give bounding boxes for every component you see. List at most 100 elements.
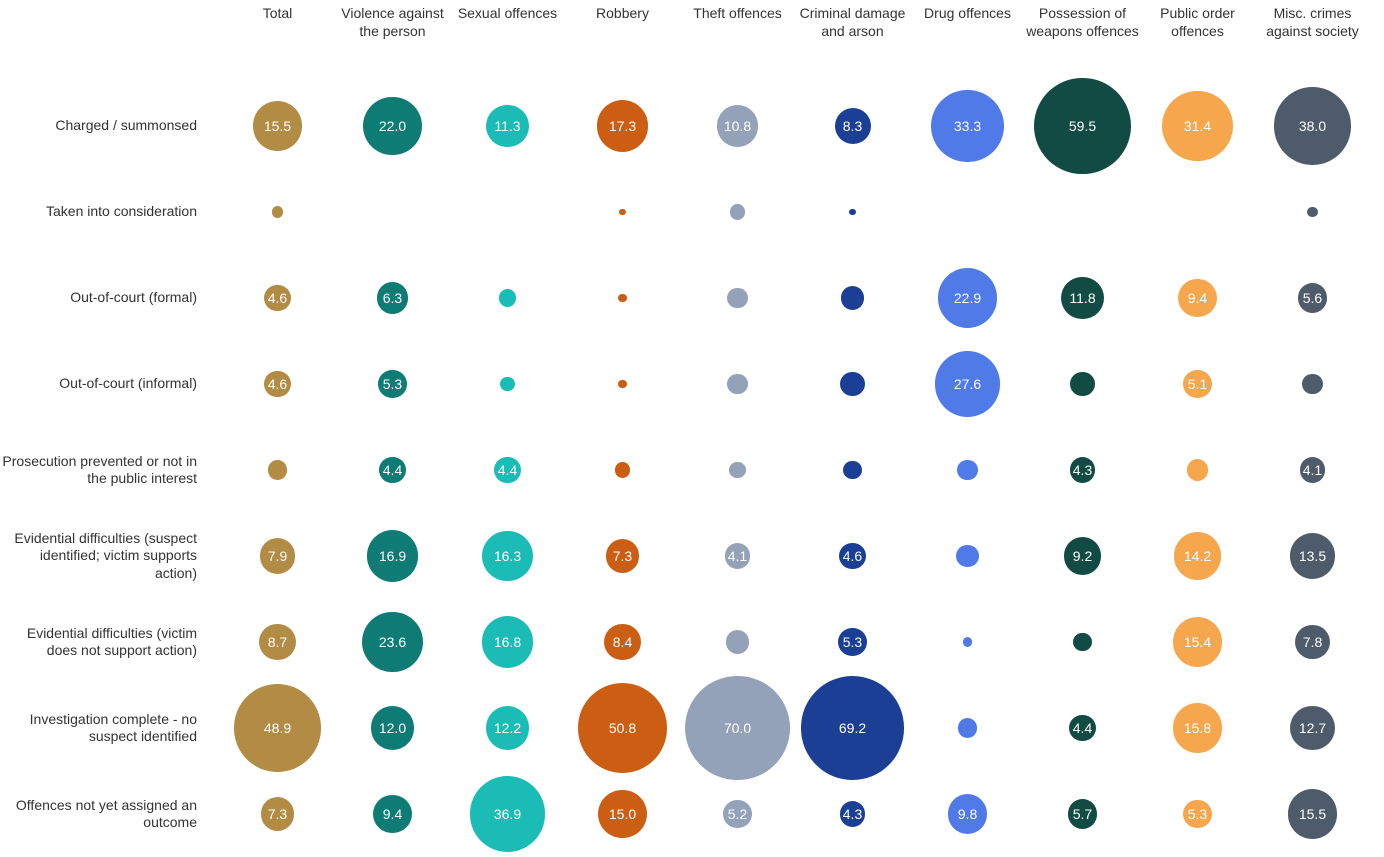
bubble-cell: 4.6 [795, 513, 910, 599]
bubble-value: 9.4 [383, 807, 402, 821]
bubble-cell: 7.9 [220, 513, 335, 599]
bubble-cell: 5.3 [795, 599, 910, 685]
bubble [1070, 372, 1095, 397]
row-label: Evidential difficulties (victim does not… [0, 599, 205, 685]
bubble-cell [910, 599, 1025, 685]
bubble-value: 22.0 [379, 119, 406, 133]
bubble-cell: 9.8 [910, 771, 1025, 857]
bubble [843, 461, 862, 480]
bubble-cell [565, 255, 680, 341]
bubble: 15.5 [1288, 789, 1337, 838]
bubble [1187, 459, 1208, 480]
bubble-value: 5.7 [1073, 807, 1092, 821]
bubble-value: 15.5 [1299, 807, 1326, 821]
bubble-cell: 16.3 [450, 513, 565, 599]
bubble-cell: 14.2 [1140, 513, 1255, 599]
bubble-cell: 9.4 [335, 771, 450, 857]
bubble-value: 33.3 [954, 119, 981, 133]
bubble-value: 9.4 [1188, 291, 1207, 305]
bubble-cell: 15.0 [565, 771, 680, 857]
bubble-value: 5.1 [1188, 377, 1207, 391]
bubble-value: 4.3 [843, 807, 862, 821]
bubble-cell [450, 255, 565, 341]
bubble: 50.8 [578, 683, 667, 772]
bubble [268, 460, 288, 480]
bubble-cell [450, 341, 565, 427]
bubble [730, 204, 745, 219]
column-header: Drug offences [910, 5, 1025, 75]
bubble [1307, 207, 1317, 217]
bubble-cell: 9.2 [1025, 513, 1140, 599]
bubble [841, 286, 864, 309]
bubble-cell [1255, 169, 1370, 255]
row-label: Charged / summonsed [0, 83, 205, 169]
bubble-cell [680, 427, 795, 513]
bubble-value: 4.4 [498, 463, 517, 477]
bubble-cell [565, 169, 680, 255]
bubble-value: 7.8 [1303, 635, 1322, 649]
bubble-cell [910, 427, 1025, 513]
bubble-value: 5.6 [1303, 291, 1322, 305]
bubble: 4.4 [1069, 715, 1095, 741]
bubble: 10.8 [717, 105, 758, 146]
bubble: 23.6 [362, 612, 423, 673]
bubble [727, 374, 748, 395]
bubble-cell: 27.6 [910, 341, 1025, 427]
bubble-cell [565, 341, 680, 427]
bubble-cell [1255, 341, 1370, 427]
bubble: 4.6 [264, 371, 291, 398]
bubble-cell: 22.9 [910, 255, 1025, 341]
bubble: 7.9 [260, 538, 295, 573]
bubble-value: 14.2 [1184, 549, 1211, 563]
bubble-value: 70.0 [724, 721, 751, 735]
bubble-value: 4.4 [383, 463, 402, 477]
bubble: 4.3 [1070, 457, 1096, 483]
bubble-cell: 5.6 [1255, 255, 1370, 341]
bubble: 4.1 [725, 543, 750, 568]
bubble-value: 7.3 [613, 549, 632, 563]
bubble: 5.7 [1068, 799, 1098, 829]
bubble-value: 7.3 [268, 807, 287, 821]
bubble-cell: 5.3 [1140, 771, 1255, 857]
bubble: 4.3 [840, 801, 866, 827]
bubble-cell: 6.3 [335, 255, 450, 341]
bubble-cell: 16.8 [450, 599, 565, 685]
bubble-cell: 69.2 [795, 685, 910, 771]
row-label: Taken into consideration [0, 169, 205, 255]
bubble-cell: 50.8 [565, 685, 680, 771]
bubble-cell [680, 255, 795, 341]
bubble: 15.4 [1173, 617, 1222, 666]
bubble-value: 4.6 [843, 549, 862, 563]
bubble [499, 289, 517, 307]
bubble-cell: 22.0 [335, 83, 450, 169]
bubble: 8.7 [259, 624, 296, 661]
bubble-cell: 10.8 [680, 83, 795, 169]
bubble: 9.2 [1064, 537, 1102, 575]
bubble: 70.0 [685, 676, 790, 781]
row-label: Offences not yet assigned an outcome [0, 771, 205, 857]
bubble-value: 69.2 [839, 721, 866, 735]
bubble-cell: 8.4 [565, 599, 680, 685]
bubble [500, 377, 515, 392]
bubble-value: 50.8 [609, 721, 636, 735]
bubble-value: 6.3 [383, 291, 402, 305]
bubble: 9.8 [948, 794, 987, 833]
row-label: Out-of-court (formal) [0, 255, 205, 341]
bubble-value: 7.9 [268, 549, 287, 563]
bubble-cell: 5.3 [335, 341, 450, 427]
bubble-value: 13.5 [1299, 549, 1326, 563]
bubble-cell: 15.4 [1140, 599, 1255, 685]
bubble-cell [1025, 341, 1140, 427]
bubble: 14.2 [1174, 532, 1221, 579]
bubble-cell [680, 341, 795, 427]
bubble [849, 209, 856, 216]
bubble: 12.2 [486, 706, 530, 750]
bubble-value: 59.5 [1069, 119, 1096, 133]
bubble [272, 206, 283, 217]
column-header: Violence against the person [335, 5, 450, 75]
bubble: 16.3 [482, 531, 532, 581]
bubble-cell: 7.8 [1255, 599, 1370, 685]
bubble-value: 12.7 [1299, 721, 1326, 735]
bubble [956, 545, 978, 567]
bubble-value: 15.4 [1184, 635, 1211, 649]
